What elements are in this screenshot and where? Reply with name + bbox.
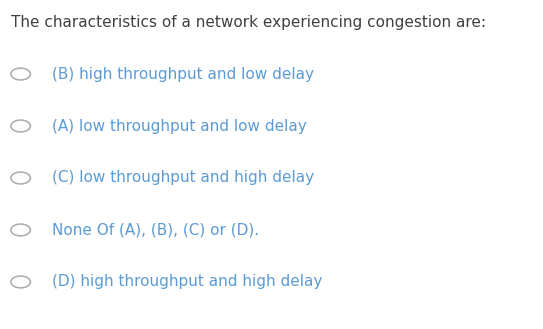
- Text: (A) low throughput and low delay: (A) low throughput and low delay: [52, 118, 306, 134]
- Text: None Of (A), (B), (C) or (D).: None Of (A), (B), (C) or (D).: [52, 222, 258, 238]
- Text: The characteristics of a network experiencing congestion are:: The characteristics of a network experie…: [11, 15, 486, 30]
- Text: (D) high throughput and high delay: (D) high throughput and high delay: [52, 274, 322, 290]
- Text: (C) low throughput and high delay: (C) low throughput and high delay: [52, 170, 314, 186]
- Text: (B) high throughput and low delay: (B) high throughput and low delay: [52, 66, 314, 82]
